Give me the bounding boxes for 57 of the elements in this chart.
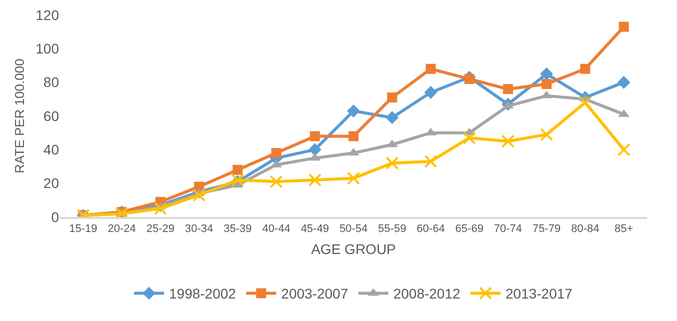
- x-tick-label: 30-34: [184, 223, 214, 236]
- point: [580, 64, 590, 74]
- x-tick-label: 60-64: [416, 223, 445, 236]
- x-tick-label: 85+: [614, 223, 634, 236]
- point: [542, 79, 552, 90]
- point: [426, 64, 436, 74]
- legend-label: 2013-2017: [505, 286, 573, 302]
- point: [540, 67, 554, 80]
- legend-label: 2008-2012: [393, 286, 460, 302]
- point: [462, 131, 476, 144]
- legend-label: 2003-2007: [281, 286, 348, 302]
- x-tick-label: 50-54: [339, 223, 368, 236]
- point: [387, 92, 398, 102]
- x-tick-label: 65-69: [455, 223, 484, 236]
- x-tick-label: 40-44: [262, 223, 290, 236]
- x-axis-title: AGE GROUP: [311, 241, 396, 257]
- point: [270, 175, 283, 188]
- point: [424, 154, 438, 168]
- point: [501, 134, 514, 148]
- y-tick-label: 120: [36, 6, 60, 23]
- point: [347, 172, 360, 185]
- point: [347, 104, 360, 118]
- point: [424, 86, 438, 99]
- y-tick-label: 40: [43, 142, 60, 158]
- x-tick-label: 25-29: [146, 223, 174, 236]
- x-tick-label: 75-79: [532, 223, 561, 236]
- point: [464, 74, 474, 84]
- point: [271, 148, 282, 158]
- legend-label: 1998-2002: [169, 286, 236, 302]
- point: [232, 164, 243, 175]
- point: [348, 131, 358, 142]
- x-tick-label: 35-39: [224, 223, 252, 236]
- y-tick-label: 60: [43, 108, 60, 124]
- point: [386, 111, 399, 124]
- point: [310, 131, 320, 142]
- x-tick-label: 55-59: [378, 223, 406, 236]
- x-tick-label: 15-19: [69, 223, 98, 236]
- point: [617, 143, 630, 156]
- y-tick-label: 100: [36, 40, 60, 57]
- x-tick-label: 45-49: [300, 223, 329, 236]
- point: [578, 96, 592, 110]
- point: [617, 76, 630, 89]
- point: [540, 128, 554, 142]
- point: [308, 173, 322, 186]
- y-tick-label: 80: [43, 74, 60, 90]
- point: [154, 202, 167, 216]
- y-axis-title: RATE PER 100.000: [12, 58, 27, 174]
- y-tick-label: 0: [51, 208, 60, 225]
- point: [308, 143, 322, 156]
- y-tick-label: 20: [43, 175, 60, 192]
- x-tick-label: 70-74: [494, 223, 522, 236]
- x-tick-label: 80-84: [571, 223, 600, 236]
- point: [386, 156, 399, 170]
- point: [502, 84, 513, 94]
- x-tick-label: 20-24: [108, 223, 136, 236]
- point: [192, 188, 206, 202]
- point: [618, 22, 629, 32]
